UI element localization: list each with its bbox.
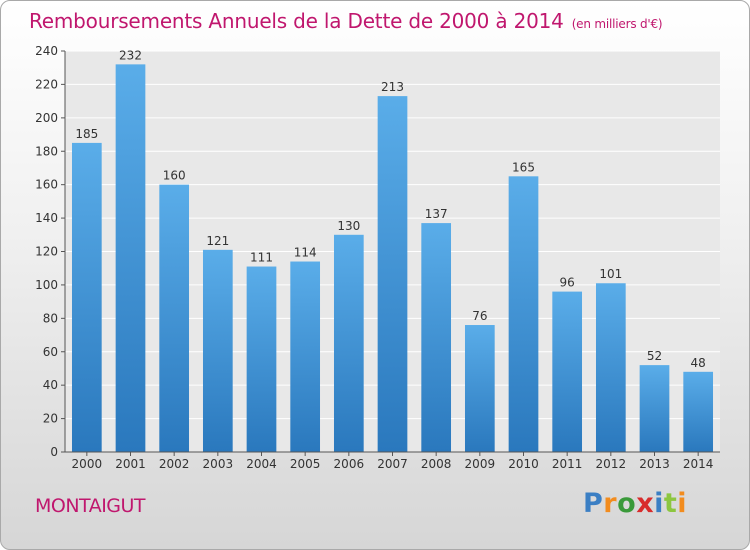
data-label: 130 [337,219,360,233]
y-tick-label: 160 [35,178,58,192]
x-tick-label: 2001 [115,457,146,471]
x-tick-label: 2008 [421,457,452,471]
bar-2011 [552,291,583,452]
data-label: 111 [250,251,273,265]
data-label: 165 [512,160,535,174]
bar-2005 [290,261,321,452]
x-tick-label: 2007 [377,457,408,471]
chart-title-text: Remboursements Annuels de la Dette de 20… [29,9,564,33]
x-tick-label: 2000 [72,457,103,471]
data-label: 76 [472,309,487,323]
x-tick-labels: 2000 2001 2002 2003 2004 2005 2006 2007 2008 2009… [72,457,714,471]
bar-2004 [246,266,277,452]
logo-letter: i [677,488,688,519]
data-label: 137 [425,207,448,221]
bar-2009 [464,325,495,452]
y-tick-label: 200 [35,111,58,125]
y-tick-label: 0 [50,445,58,459]
bar-2002 [159,184,190,452]
data-label: 48 [691,356,706,370]
data-label: 232 [119,48,142,62]
y-tick-label: 20 [43,412,58,426]
y-tick-label: 100 [35,278,58,292]
bar-2001 [115,64,146,452]
bar-2007 [377,96,408,453]
bar-2006 [333,234,364,452]
y-tick-label: 60 [43,345,58,359]
x-tick-label: 2005 [290,457,321,471]
x-tick-label: 2011 [552,457,583,471]
y-tick-label: 80 [43,311,58,325]
y-tick-labels: 0 20 40 60 80 100 120 140 160 180 200 220 240 [35,44,58,459]
logo-letter: t [663,488,678,519]
bar-2014 [683,371,714,452]
bar-2008 [421,223,452,452]
logo-letter: i [654,488,664,519]
data-label: 160 [163,169,186,183]
chart-unit: (en milliers d'€) [571,17,663,31]
y-tick-label: 180 [35,144,58,158]
x-tick-label: 2009 [465,457,496,471]
y-tick-label: 140 [35,211,58,225]
x-tick-label: 2010 [508,457,539,471]
data-labels: 185 232 160 121 111 114 130 213 137 76 165 96 101 52 4… [75,48,705,369]
proxiti-logo: Proxiti [583,488,687,519]
data-label: 121 [206,234,229,248]
x-tick-label: 2002 [159,457,190,471]
data-label: 96 [560,276,575,290]
logo-letter: P [583,488,604,519]
chart-title: Remboursements Annuels de la Dette de 20… [29,9,663,33]
data-label: 52 [647,349,662,363]
city-name: MONTAIGUT [35,495,146,517]
x-tick-label: 2014 [683,457,714,471]
x-tick-label: 2013 [639,457,670,471]
data-label: 101 [599,267,622,281]
bar-2013 [639,365,670,452]
logo-letter: o [617,488,637,519]
x-tick-label: 2012 [596,457,627,471]
bar-2000 [71,142,102,453]
logo-letter: r [603,488,618,519]
axes [64,51,720,456]
x-tick-label: 2006 [334,457,365,471]
y-tick-label: 40 [43,378,58,392]
y-tick-label: 120 [35,245,58,259]
y-tick-label: 240 [35,44,58,58]
data-label: 185 [75,127,98,141]
bar-2003 [202,249,233,452]
x-tick-label: 2004 [246,457,277,471]
bars [71,64,714,453]
x-tick-label: 2003 [203,457,234,471]
data-label: 114 [294,246,317,260]
bar-2012 [595,283,626,452]
logo-letter: x [636,488,655,519]
data-label: 213 [381,80,404,94]
bar-2010 [508,176,539,452]
y-tick-label: 220 [35,77,58,91]
